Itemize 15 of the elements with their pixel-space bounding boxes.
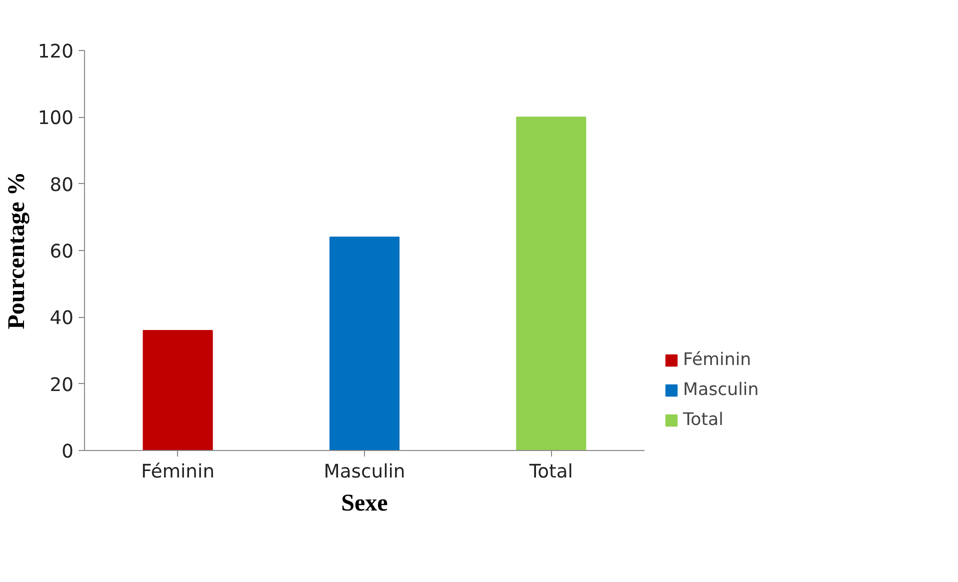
x-tick-label: Total xyxy=(528,462,573,482)
x-axis-title: Sexe xyxy=(341,490,388,516)
legend-label: Masculin xyxy=(683,380,759,400)
y-tick-label: 60 xyxy=(50,242,74,262)
legend-label: Total xyxy=(683,410,724,430)
y-tick-label: 20 xyxy=(50,374,74,396)
y-tick-label: 40 xyxy=(50,308,74,330)
y-tick-label: 0 xyxy=(62,442,74,462)
y-tick-label: 120 xyxy=(38,42,74,62)
x-tick-label: Féminin xyxy=(141,462,215,482)
y-axis-title: Pourcentage % xyxy=(4,172,30,330)
x-tick-label: Masculin xyxy=(324,462,406,482)
y-tick-label: 80 xyxy=(50,174,74,196)
legend-label: Féminin xyxy=(683,350,752,370)
y-tick-label: 100 xyxy=(38,108,74,130)
